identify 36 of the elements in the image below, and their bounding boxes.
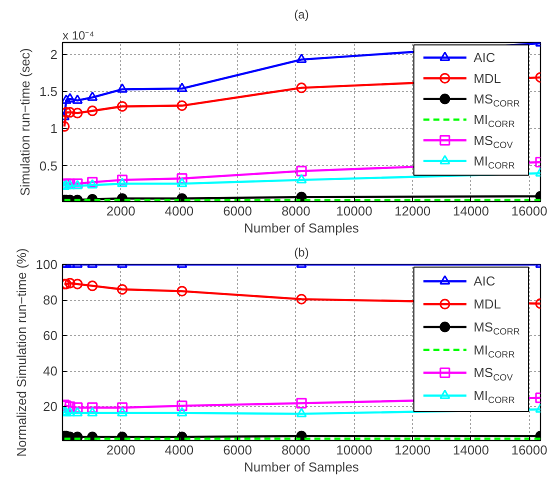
x-tick-label: 10000 bbox=[336, 204, 372, 218]
x-axis-title: Number of Samples bbox=[244, 220, 360, 236]
x-tick-label: 16000 bbox=[511, 442, 548, 458]
legend-label: MDL bbox=[474, 70, 502, 86]
x-tick-label: 8000 bbox=[281, 204, 310, 218]
legend-label: MDL bbox=[474, 296, 502, 312]
y-tick-label: 20 bbox=[43, 399, 58, 414]
y-tick-label: 1.5 bbox=[39, 84, 58, 100]
chart-title: (b) bbox=[294, 246, 309, 260]
x-tick-label: 14000 bbox=[452, 442, 490, 458]
y-tick-label: 2 bbox=[50, 46, 58, 62]
legend-label: AIC bbox=[474, 274, 496, 289]
y-tick-label: 60 bbox=[43, 328, 58, 344]
y-axis-title: Simulation run−time (sec) bbox=[17, 48, 32, 196]
y-tick-label: 1 bbox=[50, 121, 58, 136]
x-tick-label: 16000 bbox=[511, 204, 548, 218]
legend-label: AIC bbox=[474, 50, 496, 66]
x-tick-label: 12000 bbox=[394, 204, 431, 218]
y-tick-label: 40 bbox=[43, 364, 58, 379]
y-tick-label: 80 bbox=[43, 292, 58, 308]
x-tick-label: 8000 bbox=[281, 442, 310, 458]
x-tick-label: 2000 bbox=[106, 442, 136, 458]
x-tick-label: 10000 bbox=[336, 442, 372, 458]
text: x 10⁻⁴ bbox=[62, 28, 94, 42]
x-tick-label: 6000 bbox=[223, 204, 252, 218]
y-tick-label: 0.5 bbox=[39, 158, 58, 174]
x-tick-label: 12000 bbox=[394, 442, 431, 458]
y-tick-label: 100 bbox=[36, 257, 58, 272]
x-tick-label: 6000 bbox=[223, 442, 252, 458]
x-tick-label: 2000 bbox=[106, 204, 136, 218]
x-axis-title: Number of Samples bbox=[244, 460, 360, 474]
x-tick-label: 14000 bbox=[452, 204, 490, 218]
y-axis-title: Normalized Simulation run−time (%) bbox=[14, 248, 29, 457]
chart-title: (a) bbox=[294, 8, 309, 22]
x-tick-label: 4000 bbox=[164, 442, 194, 458]
x-tick-label: 4000 bbox=[164, 204, 194, 218]
